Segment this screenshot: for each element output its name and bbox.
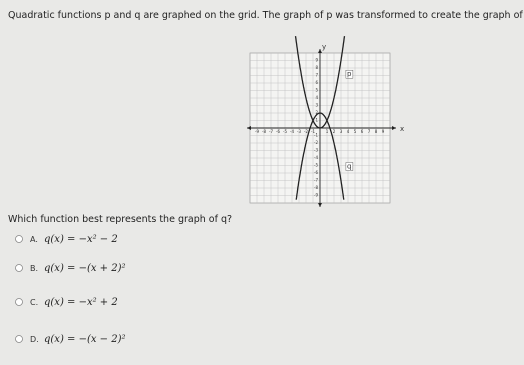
y-tick-label: 4 xyxy=(315,95,318,100)
x-tick-label: 5 xyxy=(354,129,357,134)
answer-option[interactable]: D. q(x) = −(x − 2)² xyxy=(15,334,126,345)
option-text: q(x) = −(x + 2)² xyxy=(44,263,126,274)
x-tick-label: 2 xyxy=(333,129,336,134)
x-tick-label: 6 xyxy=(361,129,364,134)
x-tick-label: 4 xyxy=(347,129,350,134)
radio-button[interactable] xyxy=(15,264,23,272)
y-tick-label: 6 xyxy=(315,80,318,85)
x-tick-label: -4 xyxy=(290,129,294,134)
y-tick-label: -1 xyxy=(314,133,318,138)
curve-q xyxy=(295,112,345,200)
y-tick-label: 5 xyxy=(315,88,318,93)
answer-option[interactable]: A. q(x) = −x² − 2 xyxy=(15,234,118,245)
x-tick-label: -3 xyxy=(297,129,301,134)
x-tick-label: 1 xyxy=(326,129,329,134)
y-tick-label: 8 xyxy=(315,65,318,70)
y-label: y xyxy=(322,43,326,51)
y-tick-label: -4 xyxy=(314,155,318,160)
y-tick-label: 1 xyxy=(315,118,318,123)
option-text: q(x) = −x² − 2 xyxy=(44,234,118,245)
x-tick-label: -1 xyxy=(311,129,315,134)
y-tick-label: -7 xyxy=(314,178,318,183)
x-tick-label: -9 xyxy=(255,129,259,134)
radio-button[interactable] xyxy=(15,335,23,343)
option-text: q(x) = −(x − 2)² xyxy=(44,334,126,345)
x-tick-label: 8 xyxy=(375,129,378,134)
radio-button[interactable] xyxy=(15,235,23,243)
x-tick-label: 7 xyxy=(368,129,371,134)
option-text: q(x) = −x² + 2 xyxy=(44,297,118,308)
x-tick-label: -8 xyxy=(262,129,266,134)
curve-label: p xyxy=(347,70,352,78)
x-label: x xyxy=(400,125,404,133)
graph: xy-9 -8 -7 -6 -5 -4 -3 -2 -1 1 2 3 4 5 6 7 8 9-9-8-7-6-5-… xyxy=(247,36,404,207)
question: Quadratic functions p and q are graphed … xyxy=(8,10,524,21)
x-tick-label: -2 xyxy=(304,129,308,134)
y-tick-label: -5 xyxy=(314,163,318,168)
option-letter: A. xyxy=(30,235,38,244)
radio-button[interactable] xyxy=(15,298,23,306)
y-tick-label: -9 xyxy=(314,193,318,198)
x-tick-label: -5 xyxy=(283,129,287,134)
y-tick-label: 7 xyxy=(315,73,318,78)
option-letter: C. xyxy=(30,298,38,307)
y-tick-label: 3 xyxy=(315,103,318,108)
answer-option[interactable]: C. q(x) = −x² + 2 xyxy=(15,297,118,308)
curve-p xyxy=(294,36,346,129)
prompt: Which function best represents the graph… xyxy=(8,214,232,225)
x-tick-label: 3 xyxy=(340,129,343,134)
y-tick-label: -6 xyxy=(314,170,318,175)
label-box xyxy=(345,162,354,171)
y-tick-label: 2 xyxy=(315,110,318,115)
label-box xyxy=(345,70,354,79)
y-tick-label: 9 xyxy=(315,58,318,63)
option-letter: B. xyxy=(30,264,38,273)
option-letter: D. xyxy=(30,335,39,344)
y-tick-label: -3 xyxy=(314,148,318,153)
x-tick-label: -6 xyxy=(276,129,280,134)
curve-label: q xyxy=(347,162,351,170)
y-tick-label: -2 xyxy=(314,140,318,145)
y-tick-label: -8 xyxy=(314,185,318,190)
x-tick-label: -7 xyxy=(269,129,273,134)
x-tick-label: 9 xyxy=(382,129,385,134)
answer-option[interactable]: B. q(x) = −(x + 2)² xyxy=(15,263,126,274)
